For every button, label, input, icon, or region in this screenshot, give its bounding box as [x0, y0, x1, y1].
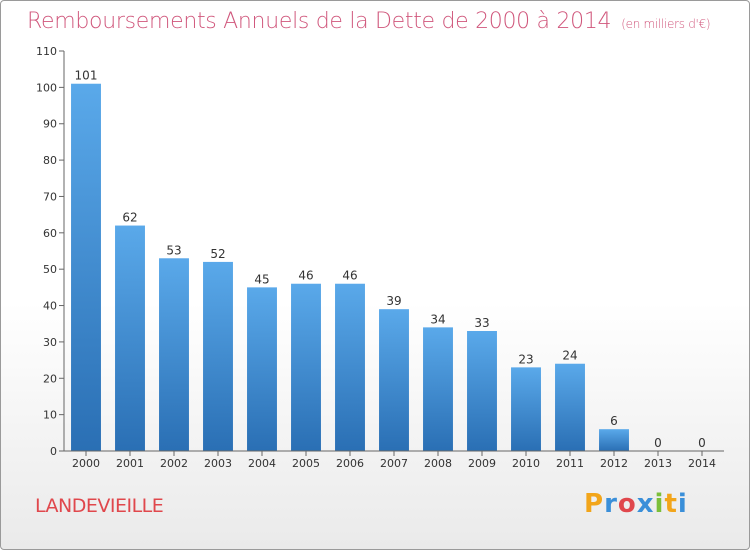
- bar: [555, 363, 585, 451]
- logo-letter: P: [584, 489, 605, 519]
- bar: [159, 258, 189, 451]
- bar-value-label: 24: [562, 349, 577, 363]
- logo-letter: x: [636, 489, 655, 519]
- y-tick-label: 20: [43, 372, 57, 385]
- bars-group: 101 62 53 52 45 46 46 39 34 33 23 24 6 0 0: [71, 69, 706, 452]
- bar-value-label: 46: [298, 269, 313, 283]
- bar-value-label: 52: [210, 247, 225, 261]
- bar-value-label: 34: [430, 312, 445, 326]
- bar-value-label: 101: [75, 69, 98, 83]
- chart-subtitle: (en milliers d'€): [621, 17, 711, 31]
- bar: [599, 429, 629, 451]
- bar: [467, 331, 497, 451]
- y-tick-label: 40: [43, 300, 57, 313]
- x-tick-label: 2014: [688, 457, 716, 470]
- proxiti-logo: Proxiti: [584, 489, 688, 519]
- bar-value-label: 33: [474, 316, 489, 330]
- bar-value-label: 45: [254, 272, 269, 286]
- x-tick-label: 2004: [248, 457, 276, 470]
- y-tick-label: 100: [36, 81, 57, 94]
- x-tick-label: 2011: [556, 457, 584, 470]
- bar: [203, 261, 233, 451]
- bar: [291, 283, 321, 451]
- y-tick-label: 70: [43, 190, 57, 203]
- y-tick-label: 110: [36, 45, 57, 58]
- bar-value-label: 0: [654, 436, 662, 450]
- bar-value-label: 46: [342, 269, 357, 283]
- bar-value-label: 53: [166, 243, 181, 257]
- commune-name: LANDEVIEILLE: [35, 495, 164, 517]
- bar-value-label: 23: [518, 352, 533, 366]
- logo-letter: o: [617, 489, 637, 519]
- x-tick-label: 2002: [160, 457, 188, 470]
- bar-value-label: 6: [610, 414, 618, 428]
- bar-value-label: 0: [698, 436, 706, 450]
- y-tick-label: 30: [43, 336, 57, 349]
- logo-letter: r: [604, 489, 618, 519]
- x-tick-label: 2008: [424, 457, 452, 470]
- x-tick-label: 2003: [204, 457, 232, 470]
- bar: [115, 225, 145, 451]
- y-tick-label: 0: [50, 445, 57, 458]
- y-tick-label: 80: [43, 154, 57, 167]
- x-tick-label: 2001: [116, 457, 144, 470]
- y-tick-label: 90: [43, 118, 57, 131]
- y-axis: 0 10 20 30 40 50 60 70 80 90 100 110: [36, 45, 65, 458]
- logo-letter: i: [677, 489, 688, 519]
- x-tick-label: 2005: [292, 457, 320, 470]
- bar-value-label: 62: [122, 211, 137, 225]
- bar: [247, 287, 277, 451]
- bar: [335, 283, 365, 451]
- x-tick-label: 2013: [644, 457, 672, 470]
- y-tick-label: 10: [43, 409, 57, 422]
- x-tick-label: 2012: [600, 457, 628, 470]
- chart-title-text: Remboursements Annuels de la Dette de 20…: [27, 9, 612, 34]
- logo-letter: i: [654, 489, 665, 519]
- y-tick-label: 60: [43, 227, 57, 240]
- x-tick-label: 2007: [380, 457, 408, 470]
- logo-letter: t: [664, 489, 678, 519]
- x-tick-label: 2000: [72, 457, 100, 470]
- y-tick-label: 50: [43, 263, 57, 276]
- bar: [71, 83, 101, 452]
- bar: [379, 309, 409, 451]
- x-axis: 2000 2001 2002 2003 2004 2005 2006 2007 2008 2009…: [64, 450, 724, 470]
- bar: [423, 327, 453, 451]
- x-tick-label: 2009: [468, 457, 496, 470]
- bar-value-label: 39: [386, 294, 401, 308]
- chart-title: Remboursements Annuels de la Dette de 20…: [27, 9, 711, 34]
- x-tick-label: 2010: [512, 457, 540, 470]
- x-tick-label: 2006: [336, 457, 364, 470]
- bar: [511, 367, 541, 451]
